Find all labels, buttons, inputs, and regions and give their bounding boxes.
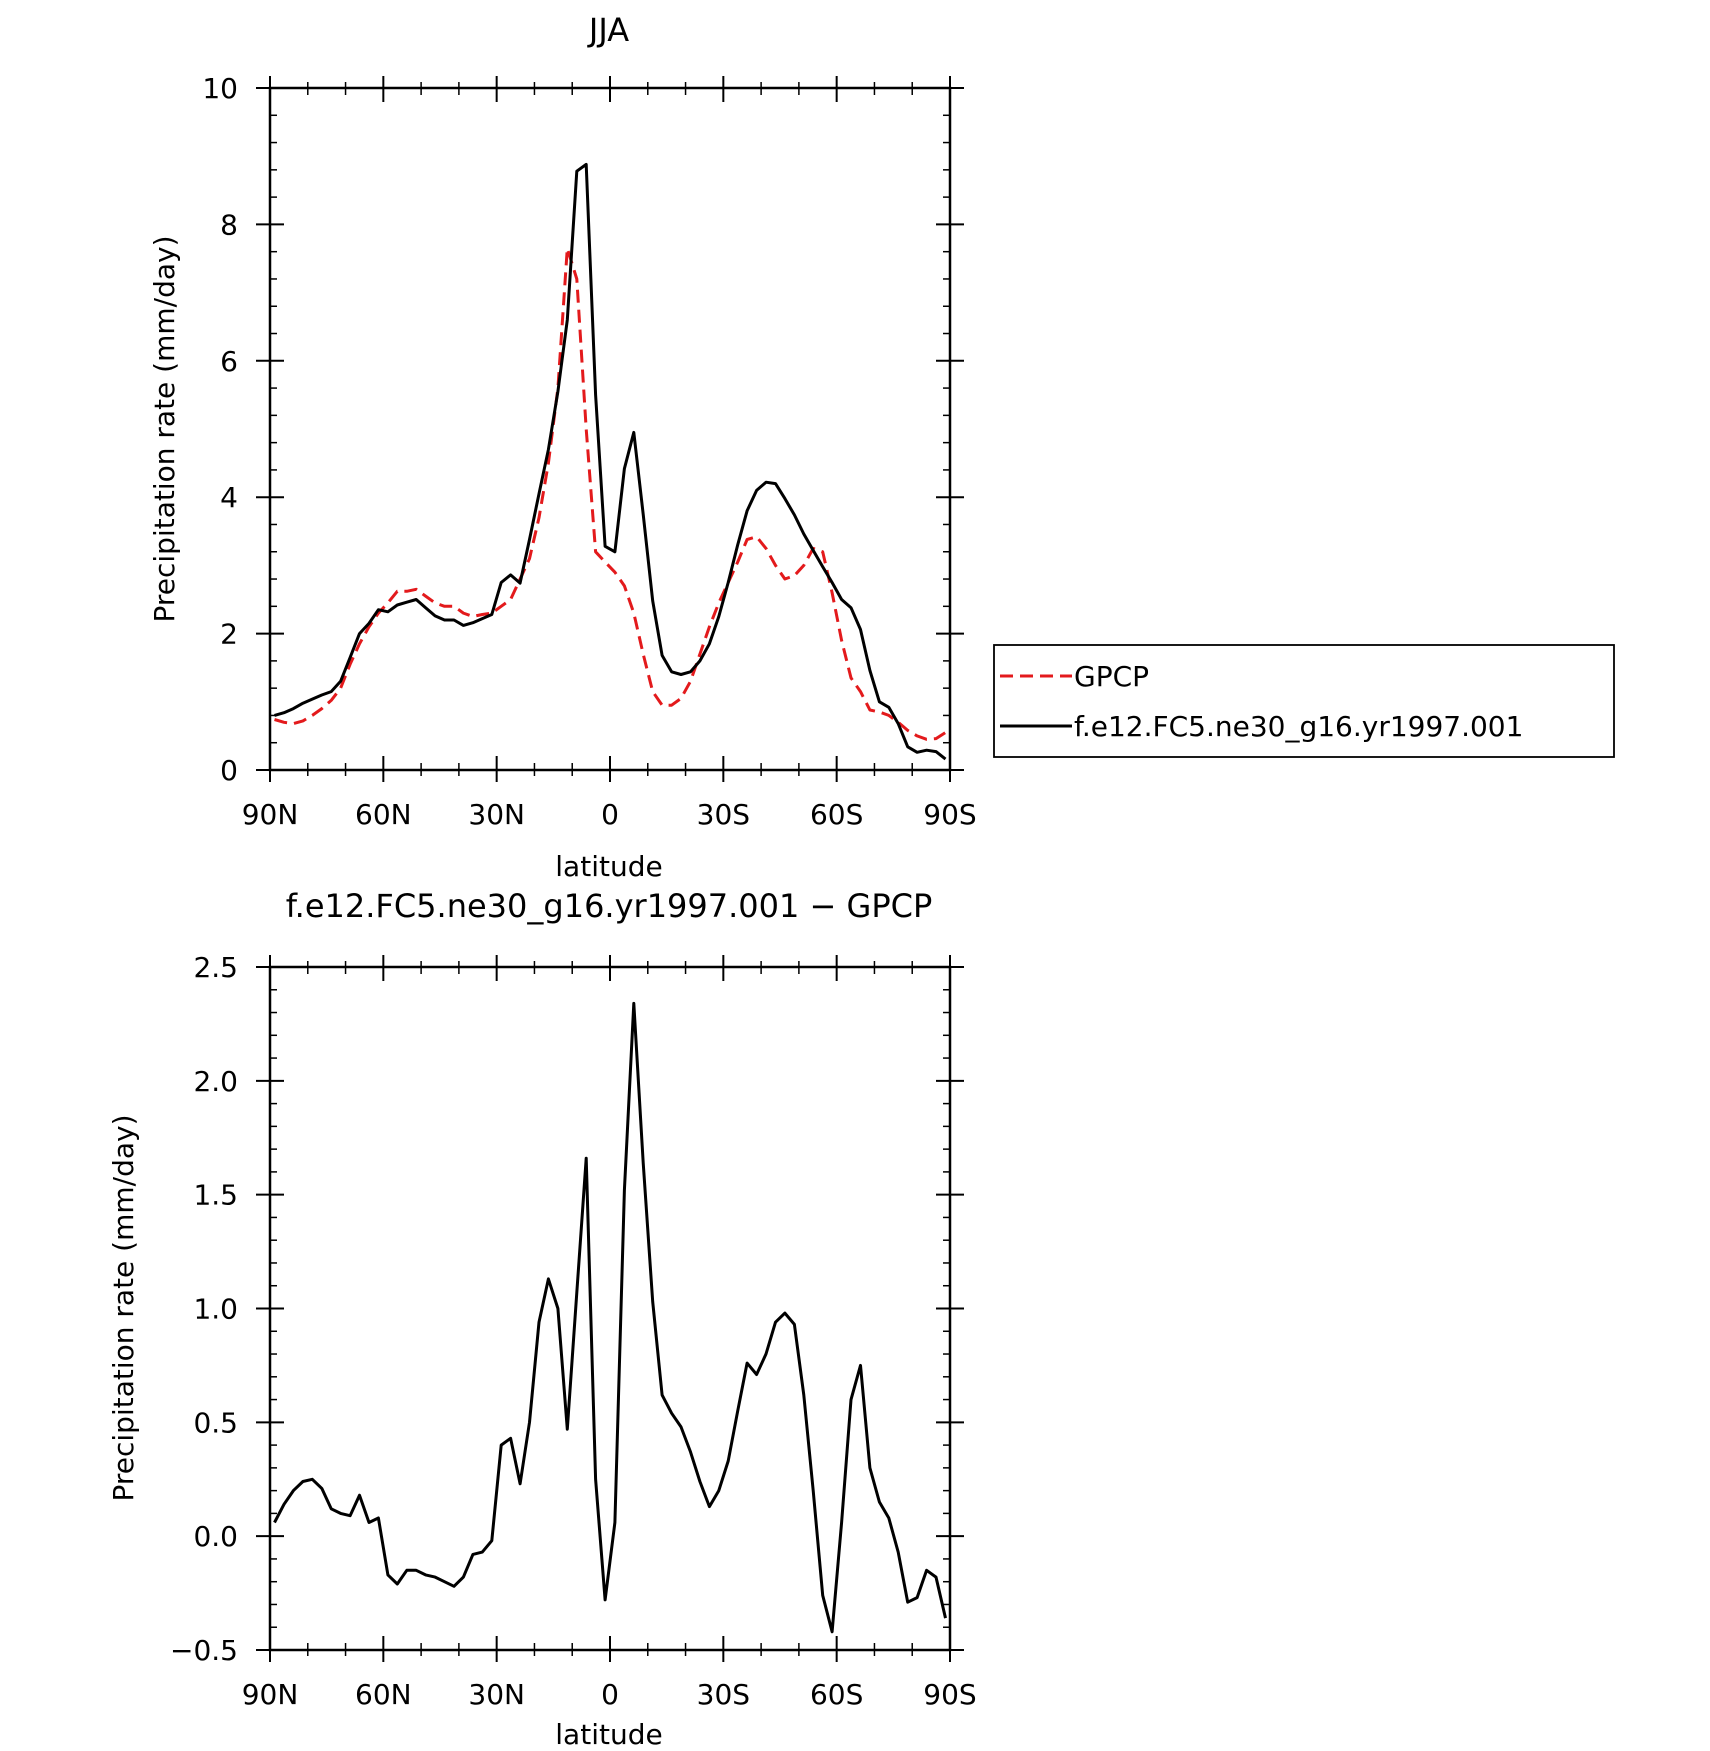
y-tick-label: 0.5 bbox=[193, 1406, 238, 1439]
bottom-chart-ticks bbox=[256, 955, 964, 1662]
legend-label-model: f.e12.FC5.ne30_g16.yr1997.001 bbox=[1074, 710, 1523, 743]
bottom-chart-title: f.e12.FC5.ne30_g16.yr1997.001 − GPCP bbox=[286, 887, 933, 925]
x-tick-label: 60N bbox=[355, 798, 412, 831]
x-tick-label: 30S bbox=[697, 1678, 750, 1711]
y-tick-label: 10 bbox=[202, 72, 238, 105]
y-tick-label: 1.5 bbox=[193, 1179, 238, 1212]
bottom-chart-frame bbox=[268, 965, 952, 1652]
x-tick-label: 90S bbox=[923, 798, 976, 831]
y-tick-label: 2 bbox=[220, 618, 238, 651]
top-chart-series-lines bbox=[274, 162, 947, 761]
top-chart-legend: GPCP f.e12.FC5.ne30_g16.yr1997.001 bbox=[993, 644, 1615, 758]
y-tick-label: 0 bbox=[220, 754, 238, 787]
y-tick-label: 6 bbox=[220, 345, 238, 378]
top-chart-title: JJA bbox=[587, 11, 629, 49]
x-tick-label: 90N bbox=[242, 1678, 299, 1711]
x-tick-label: 0 bbox=[601, 1678, 619, 1711]
difference-series-line bbox=[273, 1001, 947, 1634]
x-tick-label: 30N bbox=[468, 1678, 525, 1711]
legend-label-gpcp: GPCP bbox=[1074, 660, 1149, 693]
y-tick-label: 1.0 bbox=[193, 1293, 238, 1326]
top-chart-frame bbox=[268, 86, 952, 772]
x-tick-label: 90N bbox=[242, 798, 299, 831]
y-tick-label: 8 bbox=[220, 208, 238, 241]
bottom-chart-y-tick-labels: −0.5 0.0 0.5 1.0 1.5 2.0 2.5 bbox=[170, 951, 238, 1667]
top-chart-y-tick-labels: 0 2 4 6 8 10 bbox=[202, 72, 238, 787]
top-chart-x-axis-label: latitude bbox=[555, 850, 662, 883]
top-chart-ticks bbox=[256, 76, 964, 782]
bottom-chart-y-axis-label: Precipitation rate (mm/day) bbox=[107, 1114, 140, 1501]
x-tick-label: 60S bbox=[810, 1678, 863, 1711]
x-tick-label: 30S bbox=[697, 798, 750, 831]
y-tick-label: 4 bbox=[220, 481, 238, 514]
y-tick-label: −0.5 bbox=[170, 1634, 238, 1667]
top-chart-y-axis-label: Precipitation rate (mm/day) bbox=[148, 235, 181, 622]
bottom-chart-x-tick-labels: 90N 60N 30N 0 30S 60S 90S bbox=[242, 1678, 977, 1711]
x-tick-label: 60S bbox=[810, 798, 863, 831]
bottom-chart-x-axis-label: latitude bbox=[555, 1718, 662, 1751]
x-tick-label: 90S bbox=[923, 1678, 976, 1711]
x-tick-label: 60N bbox=[355, 1678, 412, 1711]
legend-box bbox=[993, 644, 1615, 758]
bottom-chart-series-lines bbox=[273, 1001, 947, 1634]
x-tick-label: 30N bbox=[468, 798, 525, 831]
top-chart-x-tick-labels: 90N 60N 30N 0 30S 60S 90S bbox=[242, 798, 977, 831]
y-tick-label: 2.0 bbox=[193, 1065, 238, 1098]
model-series-line bbox=[274, 162, 947, 761]
gpcp-series-line bbox=[274, 246, 947, 741]
bottom-chart-panel: f.e12.FC5.ne30_g16.yr1997.001 − GPCP 90N… bbox=[107, 887, 977, 1751]
top-chart-panel: JJA 90N 60N 30N 0 30S 60S 90S 0 2 4 6 8 10 latitude… bbox=[148, 11, 977, 883]
y-tick-label: 2.5 bbox=[193, 951, 238, 984]
x-tick-label: 0 bbox=[601, 798, 619, 831]
y-tick-label: 0.0 bbox=[193, 1520, 238, 1553]
